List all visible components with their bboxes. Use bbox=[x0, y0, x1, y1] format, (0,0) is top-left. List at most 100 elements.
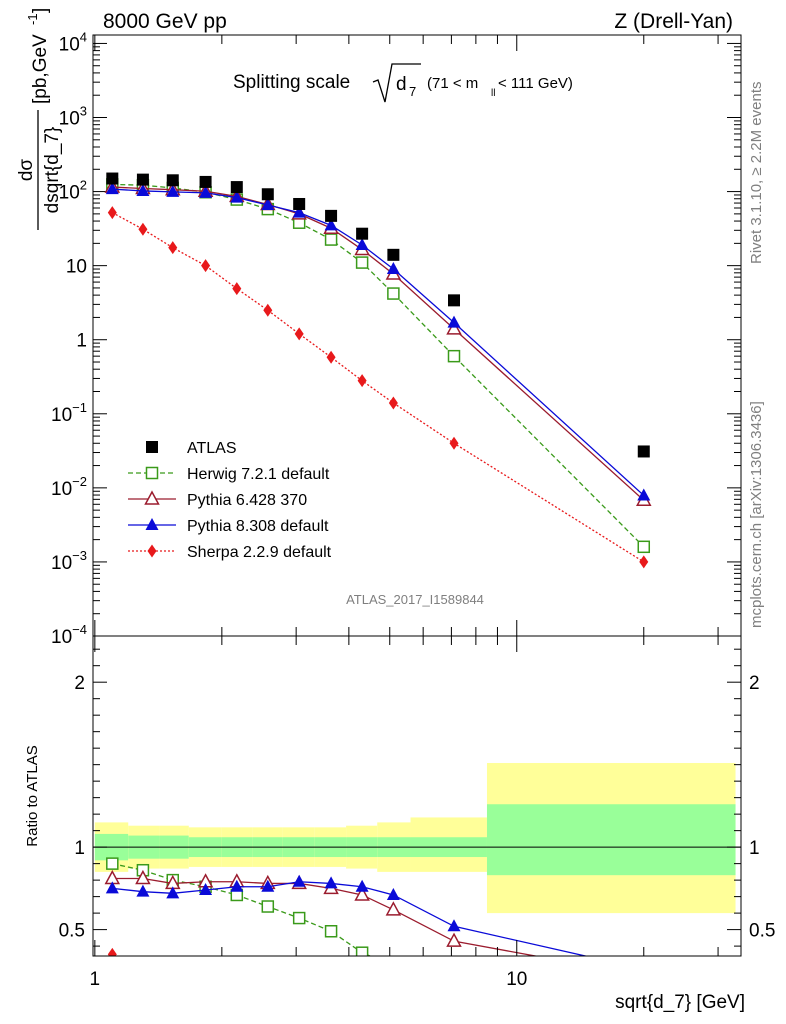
ratio-point-herwig-7-2-1-default bbox=[292, 911, 306, 925]
y-label-unit: [pb,GeV bbox=[30, 34, 51, 104]
data-point-atlas bbox=[387, 248, 400, 261]
legend-marker-sherpa-2-2-9-default bbox=[147, 544, 157, 558]
title-sub: 7 bbox=[409, 84, 416, 99]
ratio-point-pythia-8-308-default bbox=[292, 874, 306, 887]
data-point-herwig-7-2-1-default bbox=[324, 233, 338, 246]
data-point-atlas bbox=[106, 172, 119, 185]
analysis-label: ATLAS_2017_I1589844 bbox=[346, 592, 484, 607]
legend-marker-pythia-6-428-370 bbox=[144, 490, 160, 505]
header-right: Z (Drell-Yan) bbox=[614, 10, 733, 33]
ratio-point-sherpa-2-2-9-default bbox=[201, 993, 210, 1006]
title-sqrt: d bbox=[396, 74, 407, 95]
ratio-panel: 0.5 0.5 1 1 2 2 1 10 Ratio to ATLAS sqrt{d_7} … bbox=[24, 635, 775, 1017]
ratio-point-pythia-8-308-default bbox=[199, 883, 213, 896]
data-point-sherpa-2-2-9-default bbox=[201, 259, 211, 273]
data-point-atlas bbox=[293, 197, 306, 210]
data-point-pythia-8-308-default bbox=[261, 197, 275, 210]
ratio-uncertainty-bands bbox=[94, 763, 736, 914]
ratio-point-pythia-6-428-370 bbox=[135, 869, 151, 885]
data-point-pythia-8-308-default bbox=[324, 218, 338, 231]
ratio-point-sherpa-2-2-9-default bbox=[450, 1004, 459, 1017]
x-axis-label: sqrt{d_7} [GeV] bbox=[615, 992, 745, 1013]
ratio-point-sherpa-2-2-9-default bbox=[232, 998, 241, 1011]
ratio-point-sherpa-2-2-9-default bbox=[168, 986, 177, 999]
ratio-y-tick-label-right: 1 bbox=[749, 838, 760, 859]
ratio-point-sherpa-2-2-9-default bbox=[107, 947, 117, 956]
data-point-sherpa-2-2-9-default bbox=[138, 222, 148, 236]
ratio-point-herwig-7-2-1-default bbox=[388, 960, 399, 971]
data-point-pythia-6-428-370 bbox=[446, 320, 462, 335]
ratio-point-pythia-8-308-default bbox=[355, 879, 369, 892]
series-line-sherpa-2-2-9-default bbox=[111, 212, 645, 563]
data-point-pythia-8-308-default bbox=[166, 184, 180, 197]
legend-label-herwig-7-2-1-default: Herwig 7.2.1 default bbox=[187, 466, 330, 483]
main-y-tick-label: 10−4 bbox=[51, 622, 87, 648]
data-point-sherpa-2-2-9-default bbox=[449, 436, 459, 450]
ratio-point-pythia-8-308-default bbox=[386, 887, 400, 900]
ratio-point-pythia-6-428-370 bbox=[637, 969, 650, 981]
data-point-sherpa-2-2-9-default bbox=[232, 282, 242, 296]
ratio-y-tick-label-right: 0.5 bbox=[749, 921, 775, 942]
ratio-line-pythia-6-428-370 bbox=[112, 877, 539, 956]
band-inner bbox=[486, 804, 736, 876]
data-point-pythia-8-308-default bbox=[386, 262, 400, 275]
title-range-sub: ll bbox=[491, 88, 495, 99]
ratio-y-tick-label-left: 2 bbox=[74, 673, 85, 694]
main-y-tick-label: 10−2 bbox=[51, 474, 87, 500]
data-point-atlas bbox=[261, 188, 274, 201]
plot-title: Splitting scale d 7 (71 < m ll < 111 GeV… bbox=[233, 63, 573, 103]
x-tick-label: 10 bbox=[506, 969, 527, 990]
main-y-tick-label: 10−3 bbox=[51, 548, 87, 574]
data-point-sherpa-2-2-9-default bbox=[107, 206, 117, 220]
title-range-end: < 111 GeV) bbox=[498, 75, 573, 92]
main-y-tick-label: 103 bbox=[59, 104, 87, 130]
data-point-pythia-8-308-default bbox=[292, 205, 306, 218]
ratio-point-sherpa-2-2-9-default bbox=[138, 971, 147, 984]
data-point-herwig-7-2-1-default bbox=[355, 256, 369, 269]
ratio-point-pythia-6-428-370 bbox=[446, 932, 462, 947]
legend-label-sherpa-2-2-9-default: Sherpa 2.2.9 default bbox=[187, 544, 332, 561]
ratio-point-pythia-8-308-default bbox=[324, 876, 338, 889]
ratio-point-herwig-7-2-1-default bbox=[355, 946, 369, 956]
data-point-sherpa-2-2-9-default bbox=[263, 303, 273, 317]
ratio-point-pythia-8-308-default bbox=[166, 886, 180, 899]
data-point-atlas bbox=[448, 294, 461, 307]
ratio-point-sherpa-2-2-9-default bbox=[389, 1004, 398, 1017]
ratio-y-tick-label-left: 0.5 bbox=[59, 921, 85, 942]
title-main: Splitting scale bbox=[233, 72, 350, 93]
sqrt-sign bbox=[372, 63, 421, 103]
data-point-atlas bbox=[230, 181, 243, 194]
y-label-denominator: dsqrt{d_7} bbox=[42, 127, 63, 214]
data-point-pythia-8-308-default bbox=[230, 190, 244, 203]
ratio-point-sherpa-2-2-9-default bbox=[295, 1003, 304, 1016]
main-y-label: dσ dsqrt{d_7} [pb,GeV -1 ] bbox=[16, 8, 63, 230]
data-point-atlas bbox=[637, 445, 650, 458]
data-point-atlas bbox=[136, 173, 149, 186]
series-line-pythia-8-308-default bbox=[112, 188, 645, 496]
main-y-tick-label: 10−1 bbox=[51, 400, 87, 426]
ratio-line-pythia-8-308-default bbox=[112, 881, 589, 956]
mcplots-label: mcplots.cern.ch [arXiv:1306.3436] bbox=[748, 401, 765, 628]
title-range: (71 < m bbox=[427, 75, 478, 92]
legend-marker-pythia-8-308-default bbox=[145, 518, 159, 530]
legend-label-atlas: ATLAS bbox=[187, 440, 237, 457]
data-point-atlas bbox=[199, 175, 212, 188]
ratio-point-herwig-7-2-1-default bbox=[261, 900, 275, 913]
data-point-pythia-8-308-default bbox=[355, 238, 369, 251]
rivet-label: Rivet 3.1.10, ≥ 2.2M events bbox=[748, 82, 765, 265]
data-point-atlas bbox=[356, 227, 369, 240]
data-point-pythia-8-308-default bbox=[136, 183, 150, 196]
header-left: 8000 GeV pp bbox=[103, 10, 227, 33]
legend-marker-atlas bbox=[146, 441, 158, 453]
ratio-y-tick-label-left: 1 bbox=[74, 838, 85, 859]
ratio-y-label: Ratio to ATLAS bbox=[24, 745, 41, 846]
main-series bbox=[104, 172, 652, 569]
ratio-point-herwig-7-2-1-default bbox=[324, 925, 338, 938]
main-y-tick-label: 104 bbox=[59, 29, 87, 55]
ratio-point-sherpa-2-2-9-default bbox=[263, 1001, 272, 1014]
ratio-point-pythia-6-428-370 bbox=[354, 886, 370, 901]
legend-label-pythia-8-308-default: Pythia 8.308 default bbox=[187, 518, 329, 535]
data-point-pythia-8-308-default bbox=[199, 185, 213, 198]
data-point-sherpa-2-2-9-default bbox=[294, 327, 304, 341]
